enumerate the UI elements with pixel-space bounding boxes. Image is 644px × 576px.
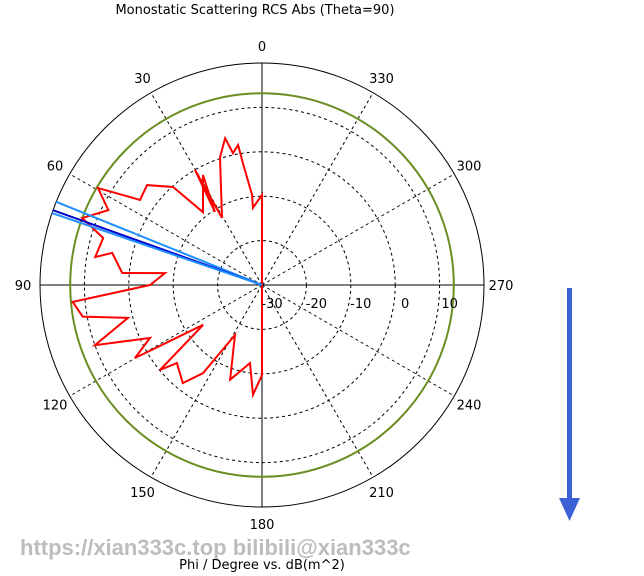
series-group bbox=[51, 135, 263, 399]
watermark: https://xian333c.top bilibili@xian333c bbox=[20, 535, 411, 560]
angle-tick-label: 330 bbox=[369, 72, 394, 87]
radial-tick-label: -20 bbox=[306, 297, 327, 312]
series-marker-3 bbox=[51, 212, 263, 286]
radial-tick-label: -30 bbox=[261, 297, 282, 312]
down-arrow-icon bbox=[559, 288, 580, 521]
radial-tick-label: -10 bbox=[350, 297, 371, 312]
angle-tick-label: 0 bbox=[258, 40, 266, 55]
grid-spoke bbox=[261, 92, 374, 286]
radial-tick-label: 0 bbox=[401, 297, 409, 312]
angle-tick-label: 180 bbox=[250, 518, 275, 533]
series-marker-1 bbox=[55, 200, 263, 286]
grid-spoke bbox=[261, 284, 455, 397]
series-line-rcs bbox=[71, 135, 263, 399]
radial-tick-label: 10 bbox=[441, 297, 458, 312]
polar-grid bbox=[39, 62, 485, 508]
angle-tick-label: 150 bbox=[130, 486, 155, 501]
angle-tick-label: 300 bbox=[457, 160, 482, 175]
angle-tick-label: 240 bbox=[457, 399, 482, 414]
reference-circle bbox=[69, 92, 455, 478]
grid-spoke bbox=[261, 284, 374, 478]
chart-title: Monostatic Scattering RCS Abs (Theta=90) bbox=[115, 3, 394, 18]
tick-labels: 0 30 60 90 120 150 180 210 240 270 300 330 -30 -20 -10… bbox=[15, 40, 514, 533]
angle-tick-label: 270 bbox=[489, 279, 514, 294]
angle-tick-label: 90 bbox=[15, 279, 32, 294]
outer-circle bbox=[39, 62, 485, 508]
x-axis-label: Phi / Degree vs. dB(m^2) bbox=[179, 558, 345, 573]
angle-tick-label: 30 bbox=[134, 72, 151, 87]
angle-tick-label: 60 bbox=[47, 160, 64, 175]
grid-spoke bbox=[69, 173, 263, 286]
grid-spoke bbox=[261, 173, 455, 286]
angle-tick-label: 210 bbox=[369, 486, 394, 501]
grid-spoke bbox=[69, 284, 263, 397]
angle-tick-label: 120 bbox=[43, 399, 68, 414]
grid-spoke bbox=[150, 284, 263, 478]
